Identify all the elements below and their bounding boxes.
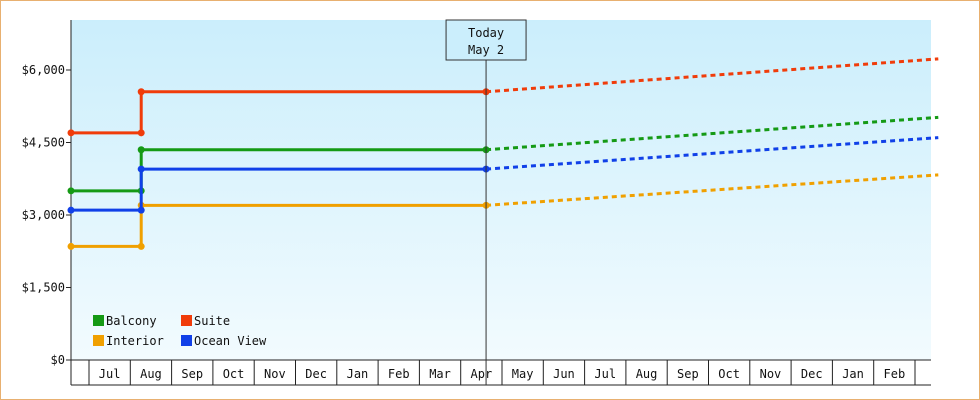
data-point-interior [67,242,75,250]
x-tick-label: Dec [801,367,823,381]
series-projection-ocean-view [485,136,939,171]
plot-background [71,20,931,360]
x-tick-label: Jul [99,367,121,381]
x-tick-label: Nov [760,367,782,381]
data-point-ocean-view [137,206,145,214]
x-tick-label: May [512,367,534,381]
x-tick-label: Jul [594,367,616,381]
series-projection-balcony [485,115,939,152]
series-projection-interior [485,173,939,207]
x-tick-label: Jan [842,367,864,381]
legend-swatch-suite [181,315,192,326]
y-tick-label: $4,500 [22,136,65,150]
legend-label-ocean-view: Ocean View [194,334,267,348]
x-tick-label: Jun [553,367,575,381]
x-tick-label: Mar [429,367,451,381]
x-tick-label: Oct [223,367,245,381]
y-tick-label: $3,000 [22,208,65,222]
series-layer [67,57,939,250]
y-tick-label: $0 [51,353,65,367]
legend: Balcony Suite Interior Ocean View [93,314,267,348]
today-date: May 2 [468,43,504,57]
data-point-interior [137,242,145,250]
today-box [445,19,527,61]
axes: $0 $1,500 $3,000 $4,500 $6,000 Jul Aug Sep Oct No… [22,20,931,386]
data-point-suite [67,129,75,137]
series-line-suite [71,90,487,135]
data-point-balcony [137,146,145,154]
x-tick-label: Dec [305,367,327,381]
x-tick-label: Sep [181,367,203,381]
data-point-suite [137,129,145,137]
today-marker: Today May 2 [445,19,527,385]
x-tick-label: Oct [718,367,740,381]
x-tick-label: Feb [884,367,906,381]
data-point-ocean-view [67,206,75,214]
legend-swatch-balcony [93,315,104,326]
x-tick-label: Nov [264,367,286,381]
legend-swatch-interior [93,335,104,346]
data-point-ocean-view [137,165,145,173]
data-point-balcony [67,187,75,195]
today-label: Today [468,26,504,40]
series-line-interior [71,203,487,248]
legend-swatch-ocean-view [181,335,192,346]
x-tick-label: Apr [471,367,493,381]
series-line-ocean-view [71,167,487,212]
series-projection-suite [485,57,939,94]
y-tick-label: $6,000 [22,63,65,77]
x-tick-label: Aug [140,367,162,381]
legend-label-interior: Interior [106,334,164,348]
x-tick-label: Feb [388,367,410,381]
x-tick-label: Jan [347,367,369,381]
data-point-suite [137,88,145,96]
x-tick-label: Aug [636,367,658,381]
y-tick-label: $1,500 [22,281,65,295]
legend-label-balcony: Balcony [106,314,157,328]
legend-label-suite: Suite [194,314,230,328]
x-tick-label: Sep [677,367,699,381]
